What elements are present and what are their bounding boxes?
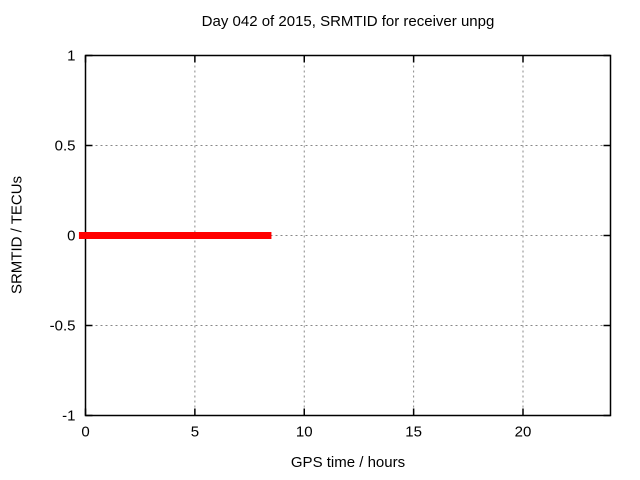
y-tick-label: 0.5 xyxy=(55,138,76,155)
x-tick-label: 20 xyxy=(515,424,532,441)
y-tick-label: -0.5 xyxy=(50,318,76,335)
x-tick-label: 10 xyxy=(296,424,313,441)
x-tick-label: 0 xyxy=(81,424,89,441)
x-tick-label: 15 xyxy=(405,424,422,441)
y-tick-label: 1 xyxy=(67,48,75,65)
x-tick-label: 5 xyxy=(191,424,199,441)
y-tick-label: -1 xyxy=(62,408,75,425)
x-axis-label: GPS time / hours xyxy=(290,454,406,471)
chart-title: Day 042 of 2015, SRMTID for receiver unp… xyxy=(201,13,495,30)
y-tick-label: 0 xyxy=(67,228,75,245)
